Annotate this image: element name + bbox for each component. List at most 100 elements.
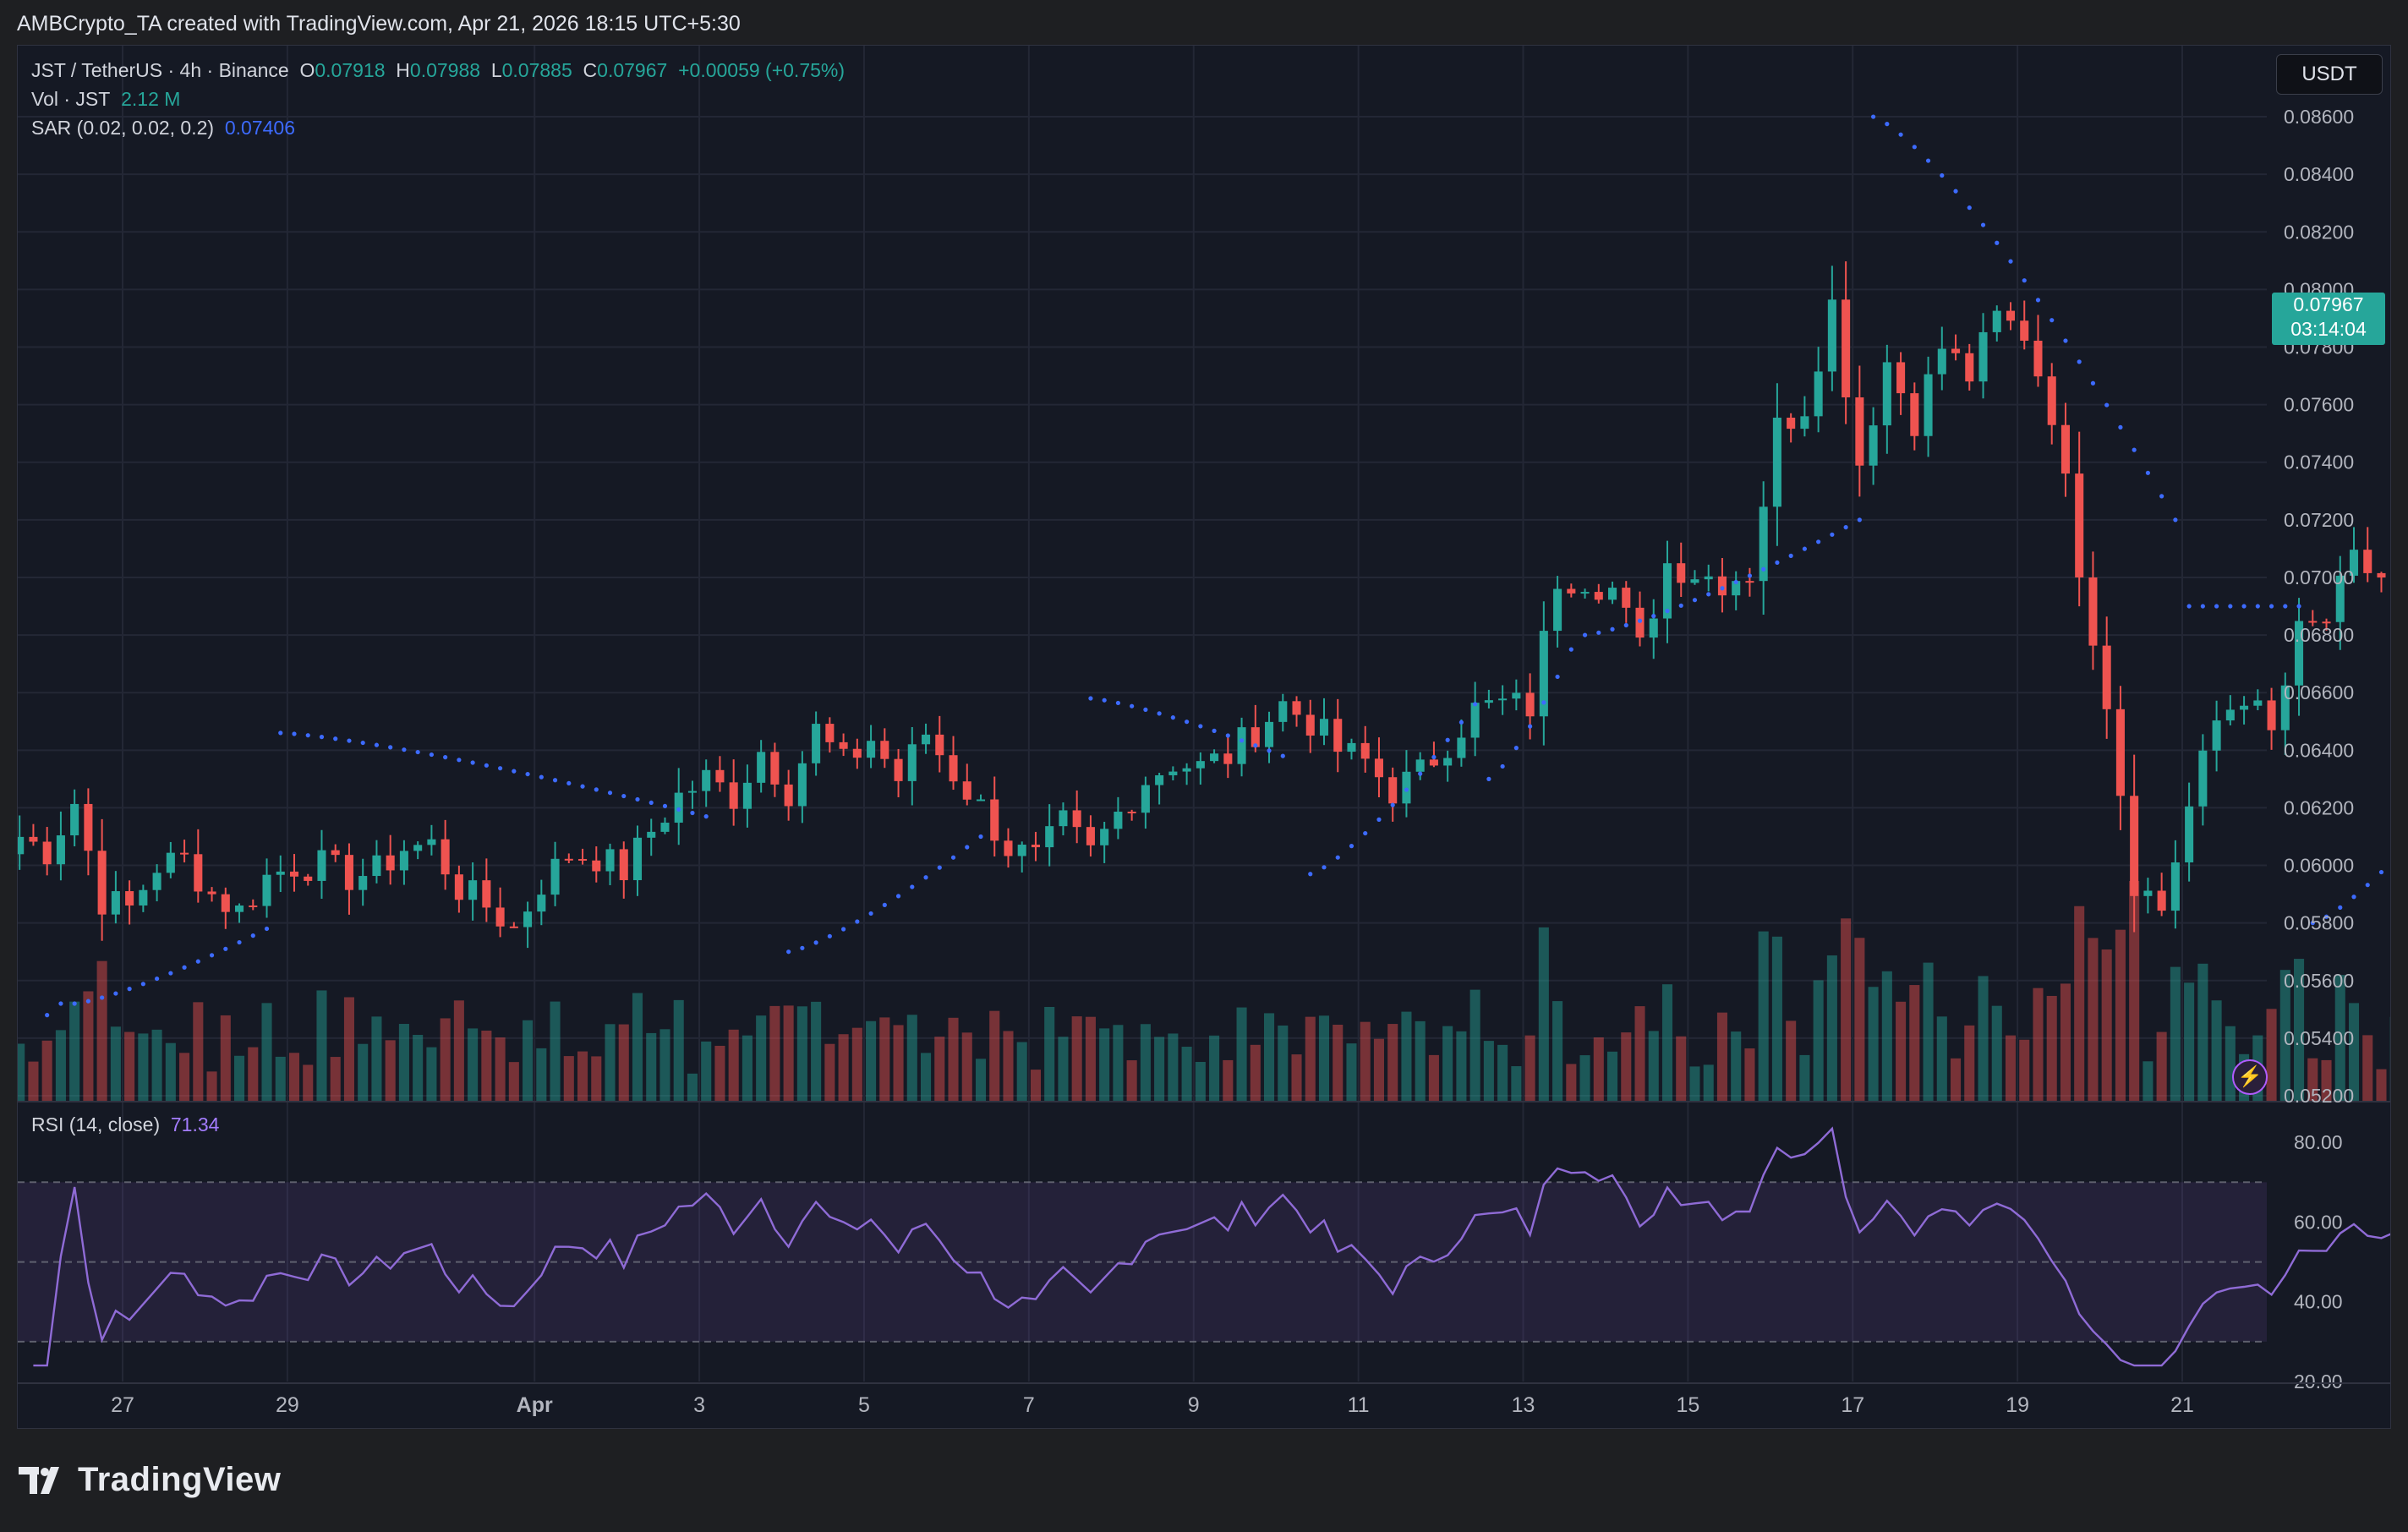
volume-bar: [2060, 983, 2071, 1101]
candle-body: [1182, 768, 1191, 772]
sar-dot: [978, 834, 983, 840]
volume-bar: [1593, 1037, 1604, 1101]
chart-canvas[interactable]: 20.00 40.00 60.00 80.00 0.05200 0.05400 0.056…: [18, 46, 2391, 1429]
candle-body: [468, 880, 478, 900]
volume-label: Vol · JST: [31, 88, 111, 110]
volume-bar: [288, 1053, 300, 1101]
candle-body: [784, 784, 793, 807]
candle-body: [2047, 376, 2056, 425]
candle-body: [1951, 348, 1961, 353]
candle-body: [1457, 737, 1466, 758]
sar-dot: [402, 747, 407, 752]
sar-dot: [1747, 573, 1753, 578]
candle-body: [1333, 719, 1343, 752]
tradingview-logo-icon: [19, 1466, 59, 1494]
sar-dot: [1953, 189, 1958, 194]
sar-legend[interactable]: SAR (0.02, 0.02, 0.2) 0.07406: [31, 117, 295, 140]
candle-body: [1704, 576, 1713, 580]
sar-dot: [1212, 728, 1217, 733]
sar-dot: [1349, 844, 1354, 849]
sar-dot: [1143, 707, 1148, 712]
candle-body: [867, 741, 876, 758]
candle-body: [619, 849, 628, 881]
price-tick-label: 0.05600: [2284, 970, 2354, 992]
sar-dot: [1651, 614, 1656, 619]
volume-bar: [206, 1071, 217, 1101]
candle-body: [2212, 720, 2221, 751]
candle-body: [1141, 785, 1150, 813]
candle-body: [1882, 362, 1891, 426]
sar-dot: [1788, 553, 1793, 558]
volume-legend[interactable]: Vol · JST 2.12 M: [31, 88, 180, 111]
sar-dot: [1376, 817, 1382, 822]
sar-dot: [1473, 702, 1478, 707]
candle-body: [2185, 806, 2194, 863]
volume-bar: [1099, 1028, 1110, 1101]
close-label: C: [583, 59, 598, 81]
volume-bar: [1003, 1031, 1014, 1101]
rsi-tick-label: 60.00: [2294, 1211, 2343, 1233]
volume-bar: [261, 1003, 272, 1101]
volume-bar: [440, 1018, 451, 1101]
volume-bar: [2005, 1035, 2017, 1101]
sar-dot: [1940, 172, 1945, 178]
candle-body: [2033, 340, 2043, 377]
volume-bar: [248, 1047, 259, 1101]
volume-bar: [1896, 1001, 1907, 1101]
volume-bar: [2197, 963, 2208, 1101]
sar-dot: [347, 738, 352, 743]
time-tick-label: 13: [1512, 1393, 1535, 1417]
volume-bar: [468, 1028, 479, 1101]
sar-dot: [2173, 517, 2178, 523]
price-tick-label: 0.08400: [2284, 163, 2354, 185]
volume-bar: [906, 1015, 917, 1101]
volume-bar: [2170, 966, 2181, 1101]
sar-dot: [621, 793, 627, 799]
candle-body: [454, 874, 463, 900]
volume-bar: [330, 1057, 341, 1101]
volume-bar: [1676, 1036, 1687, 1101]
sar-dot: [333, 736, 338, 741]
candle-body: [1045, 826, 1054, 848]
sar-dot: [525, 771, 530, 777]
symbol-legend[interactable]: JST / TetherUS · 4h · Binance O0.07918 H…: [31, 59, 845, 82]
sar-dot: [1568, 647, 1573, 652]
sar-dot: [209, 953, 215, 958]
volume-bar: [1387, 1024, 1398, 1101]
open-label: O: [299, 59, 315, 81]
volume-bar: [1209, 1035, 1220, 1101]
sar-dot: [1733, 579, 1738, 585]
time-tick-label: 27: [111, 1393, 134, 1417]
sar-dot: [855, 919, 860, 924]
candle-body: [1086, 827, 1095, 845]
volume-bar: [1195, 1062, 1206, 1101]
candle-body: [1896, 362, 1906, 394]
volume-bar: [523, 1020, 534, 1101]
volume-value: 2.12 M: [121, 88, 181, 110]
candle-body: [729, 782, 738, 809]
candle-body: [194, 854, 203, 892]
volume-bar: [1566, 1064, 1577, 1101]
footer-brand[interactable]: TradingView: [19, 1461, 281, 1499]
sar-dot: [1802, 546, 1807, 551]
volume-bar: [2074, 906, 2085, 1101]
chart-frame[interactable]: 20.00 40.00 60.00 80.00 0.05200 0.05400 0.056…: [17, 45, 2391, 1429]
chart-attribution: AMBCrypto_TA created with TradingView.co…: [17, 12, 741, 36]
lightning-icon[interactable]: ⚡: [2232, 1059, 2268, 1095]
volume-bar: [371, 1016, 382, 1101]
time-tick-label: Apr: [517, 1393, 553, 1417]
candle-body: [221, 894, 230, 912]
volume-bar: [1552, 1001, 1563, 1101]
volume-bar: [193, 1002, 204, 1101]
time-tick-label: 17: [1841, 1393, 1864, 1417]
sar-dot: [566, 780, 572, 786]
candle-body: [962, 781, 971, 800]
currency-button[interactable]: USDT: [2276, 54, 2383, 95]
rsi-legend[interactable]: RSI (14, close) 71.34: [31, 1113, 219, 1136]
sar-dot: [45, 1013, 50, 1018]
volume-bar: [2115, 929, 2126, 1101]
candle-body: [2295, 621, 2304, 686]
sar-dot: [1761, 566, 1766, 572]
candle-body: [949, 755, 958, 782]
volume-bar: [508, 1062, 519, 1101]
